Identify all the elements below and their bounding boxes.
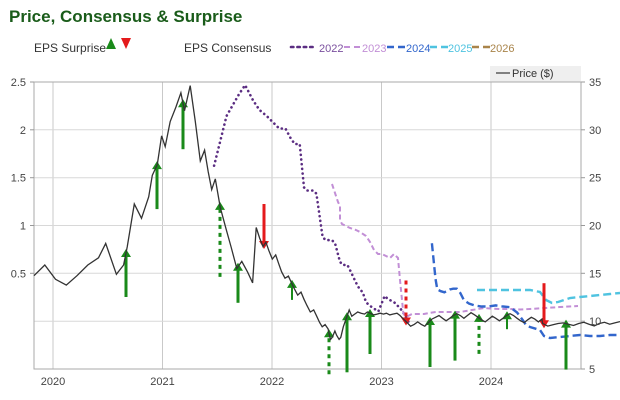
svg-text:1: 1	[20, 221, 26, 233]
svg-text:2022: 2022	[260, 376, 284, 388]
svg-text:2021: 2021	[150, 376, 174, 388]
svg-text:20: 20	[589, 221, 601, 233]
svg-text:25: 25	[589, 173, 601, 185]
svg-text:2024: 2024	[406, 43, 430, 55]
svg-text:1.5: 1.5	[11, 173, 26, 185]
svg-text:15: 15	[589, 268, 601, 280]
svg-text:30: 30	[589, 125, 601, 137]
svg-text:Price ($): Price ($)	[512, 68, 554, 80]
svg-text:2020: 2020	[41, 376, 65, 388]
svg-text:5: 5	[589, 364, 595, 376]
svg-text:EPS Consensus: EPS Consensus	[184, 41, 271, 55]
svg-text:2025: 2025	[448, 43, 472, 55]
svg-text:2023: 2023	[369, 376, 393, 388]
svg-text:EPS Surprise: EPS Surprise	[34, 41, 106, 55]
svg-text:2.5: 2.5	[11, 77, 26, 89]
svg-text:2023: 2023	[362, 43, 386, 55]
svg-text:2022: 2022	[319, 43, 343, 55]
svg-text:0.5: 0.5	[11, 268, 26, 280]
svg-text:2026: 2026	[490, 43, 514, 55]
svg-text:10: 10	[589, 316, 601, 328]
svg-text:2: 2	[20, 125, 26, 137]
svg-text:2024: 2024	[479, 376, 503, 388]
svg-text:35: 35	[589, 77, 601, 89]
